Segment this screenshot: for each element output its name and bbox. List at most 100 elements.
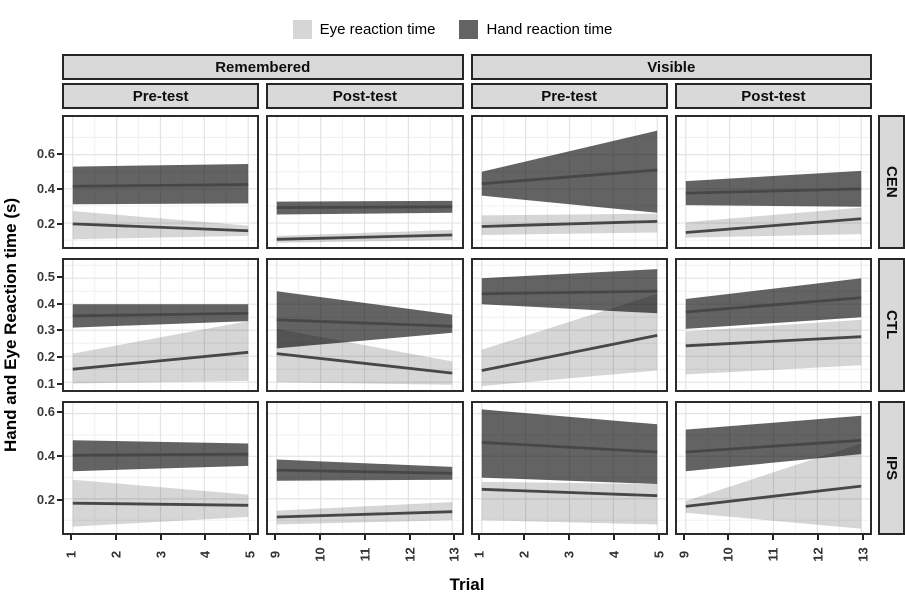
x-tick-mark [612, 535, 615, 540]
x-tick-label: 12 [810, 547, 826, 562]
legend-item-hand: Hand reaction time [459, 19, 613, 39]
x-tick-label: 2 [516, 550, 532, 559]
y-tick-mark [57, 329, 62, 332]
chart-legend: Eye reaction time Hand reaction time [0, 4, 905, 54]
y-tick-mark [57, 152, 62, 155]
y-tick-label: 0.4 [36, 295, 55, 311]
x-tick-label: 4 [197, 550, 213, 559]
x-tick-mark [523, 535, 526, 540]
y-tick-label: 0.6 [36, 403, 55, 419]
x-tick-mark [114, 535, 117, 540]
facet-strip-remembered: Remembered [62, 54, 464, 80]
facet-strip-ctl: CTL [878, 258, 905, 392]
x-tick-mark [274, 535, 277, 540]
x-tick-label: 5 [242, 550, 258, 559]
x-axis-ticks-vis-pre: 1 2 3 4 5 [471, 535, 668, 573]
x-tick-label: 5 [651, 550, 667, 559]
panel-cen-remembered-posttest [266, 115, 464, 249]
panel-cen-visible-posttest [674, 115, 872, 249]
panel-cen-remembered-pretest [62, 115, 260, 249]
x-tick-label: 11 [765, 547, 781, 562]
x-tick-label: 10 [720, 547, 736, 562]
y-tick-label: 0.2 [36, 349, 55, 365]
x-tick-label: 9 [267, 550, 283, 559]
y-tick-label: 0.5 [36, 268, 55, 284]
x-tick-mark [318, 535, 321, 540]
x-tick-mark [772, 535, 775, 540]
x-tick-mark [682, 535, 685, 540]
x-tick-mark [568, 535, 570, 540]
x-tick-label: 13 [855, 547, 871, 562]
y-tick-mark [57, 498, 62, 501]
x-tick-label: 13 [446, 547, 462, 562]
x-tick-label: 4 [606, 550, 622, 559]
facet-strip-cen: CEN [878, 115, 905, 249]
x-tick-mark [817, 535, 820, 540]
x-tick-label: 3 [561, 550, 577, 559]
facet-strip-posttest-remembered: Post-test [266, 83, 464, 109]
x-tick-mark [478, 535, 481, 540]
y-tick-mark [57, 382, 62, 385]
y-tick-mark [57, 275, 62, 278]
x-tick-mark [204, 535, 207, 540]
x-tick-label: 9 [676, 550, 692, 559]
x-tick-mark [727, 535, 730, 540]
x-tick-mark [453, 535, 456, 540]
facet-grid: Remembered Visible Pre-test Post-test Pr… [0, 54, 905, 597]
y-tick-mark [57, 302, 62, 305]
y-tick-mark [57, 410, 62, 413]
y-axis-ticks-cen: 0.2 0.4 0.6 [22, 115, 62, 249]
facet-strip-pretest-remembered: Pre-test [62, 83, 260, 109]
hand-reaction-swatch [459, 19, 479, 39]
x-tick-mark [408, 535, 411, 540]
panel-ips-visible-pretest [470, 401, 668, 535]
y-tick-mark [57, 454, 62, 457]
x-tick-mark [159, 535, 162, 540]
legend-label-hand: Hand reaction time [486, 20, 613, 38]
facet-strip-visible: Visible [470, 54, 872, 80]
eye-reaction-swatch [292, 19, 312, 39]
x-tick-label: 10 [312, 547, 328, 562]
y-tick-label: 0.4 [36, 181, 55, 197]
x-tick-mark [861, 535, 864, 540]
y-tick-label: 0.2 [36, 491, 55, 507]
x-tick-label: 3 [153, 550, 168, 559]
x-tick-label: 1 [471, 550, 487, 559]
panel-ips-visible-posttest [674, 401, 872, 535]
x-axis-ticks-vis-post: 9 10 11 12 13 [675, 535, 872, 573]
y-axis-ticks-ips: 0.2 0.4 0.6 [22, 401, 62, 535]
x-tick-mark [69, 535, 72, 540]
facet-strip-ips: IPS [878, 401, 905, 535]
panel-ctl-remembered-posttest [266, 258, 464, 392]
facet-strip-pretest-visible: Pre-test [470, 83, 668, 109]
y-tick-label: 0.2 [36, 216, 55, 232]
x-axis-title: Trial [449, 575, 485, 594]
panel-ctl-visible-pretest [470, 258, 668, 392]
x-tick-mark [363, 535, 366, 540]
legend-item-eye: Eye reaction time [292, 19, 436, 39]
y-axis-title: Hand and Eye Reaction time (s) [1, 197, 20, 453]
x-tick-mark [249, 535, 252, 540]
y-tick-mark [57, 223, 62, 226]
panel-ips-remembered-posttest [266, 401, 464, 535]
panel-ctl-visible-posttest [674, 258, 872, 392]
y-tick-mark [57, 356, 62, 359]
x-tick-label: 11 [357, 547, 373, 562]
y-axis-ticks-ctl: 0.1 0.2 0.3 0.4 0.5 [22, 258, 62, 392]
panel-ips-remembered-pretest [62, 401, 260, 535]
facet-strip-posttest-visible: Post-test [674, 83, 872, 109]
y-tick-label: 0.4 [36, 447, 55, 463]
y-tick-mark [57, 188, 62, 191]
x-tick-mark [657, 535, 660, 540]
y-tick-label: 0.1 [36, 375, 55, 391]
legend-label-eye: Eye reaction time [319, 20, 436, 38]
panel-ctl-remembered-pretest [62, 258, 260, 392]
x-tick-label: 2 [108, 550, 124, 559]
y-tick-label: 0.3 [36, 322, 55, 338]
panel-cen-visible-pretest [470, 115, 668, 249]
x-tick-label: 1 [63, 550, 79, 559]
x-axis-ticks-rem-pre: 1 2 3 4 5 [62, 535, 259, 573]
x-tick-label: 12 [402, 547, 418, 562]
y-tick-label: 0.6 [36, 145, 55, 161]
